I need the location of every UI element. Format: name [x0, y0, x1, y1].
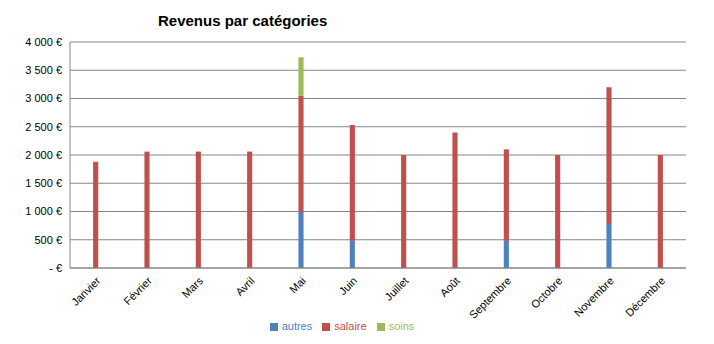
svg-text:2 000 €: 2 000 € — [25, 149, 62, 161]
svg-text:Janvier: Janvier — [69, 274, 103, 308]
svg-text:Août: Août — [437, 274, 461, 298]
svg-text:3 000 €: 3 000 € — [25, 92, 62, 104]
html-text:soins: soins — [388, 320, 415, 332]
svg-text:3 500 €: 3 500 € — [25, 64, 62, 76]
svg-text:Octobre: Octobre — [528, 274, 564, 310]
svg-text:500 €: 500 € — [34, 234, 62, 246]
svg-text:Mai: Mai — [287, 274, 308, 295]
svg-text:Septembre: Septembre — [467, 274, 514, 321]
svg-text:Juin: Juin — [337, 274, 360, 297]
html-text:autres: autres — [281, 320, 313, 332]
svg-text:2 500 €: 2 500 € — [25, 121, 62, 133]
svg-text:1 500 €: 1 500 € — [25, 177, 62, 189]
svg-text:1 000 €: 1 000 € — [25, 205, 62, 217]
svg-text:Avril: Avril — [233, 274, 256, 297]
svg-text:Juillet: Juillet — [382, 274, 410, 302]
svg-text:Mars: Mars — [179, 274, 205, 300]
html-text:Revenus par catégories: Revenus par catégories — [158, 12, 328, 29]
svg-text:4 000 €: 4 000 € — [25, 36, 62, 48]
svg-text:Novembre: Novembre — [572, 274, 616, 318]
svg-text:- €: - € — [49, 262, 62, 274]
svg-text:Décembre: Décembre — [623, 274, 667, 318]
svg-text:Février: Février — [121, 274, 154, 307]
html-text:salaire: salaire — [334, 320, 367, 332]
